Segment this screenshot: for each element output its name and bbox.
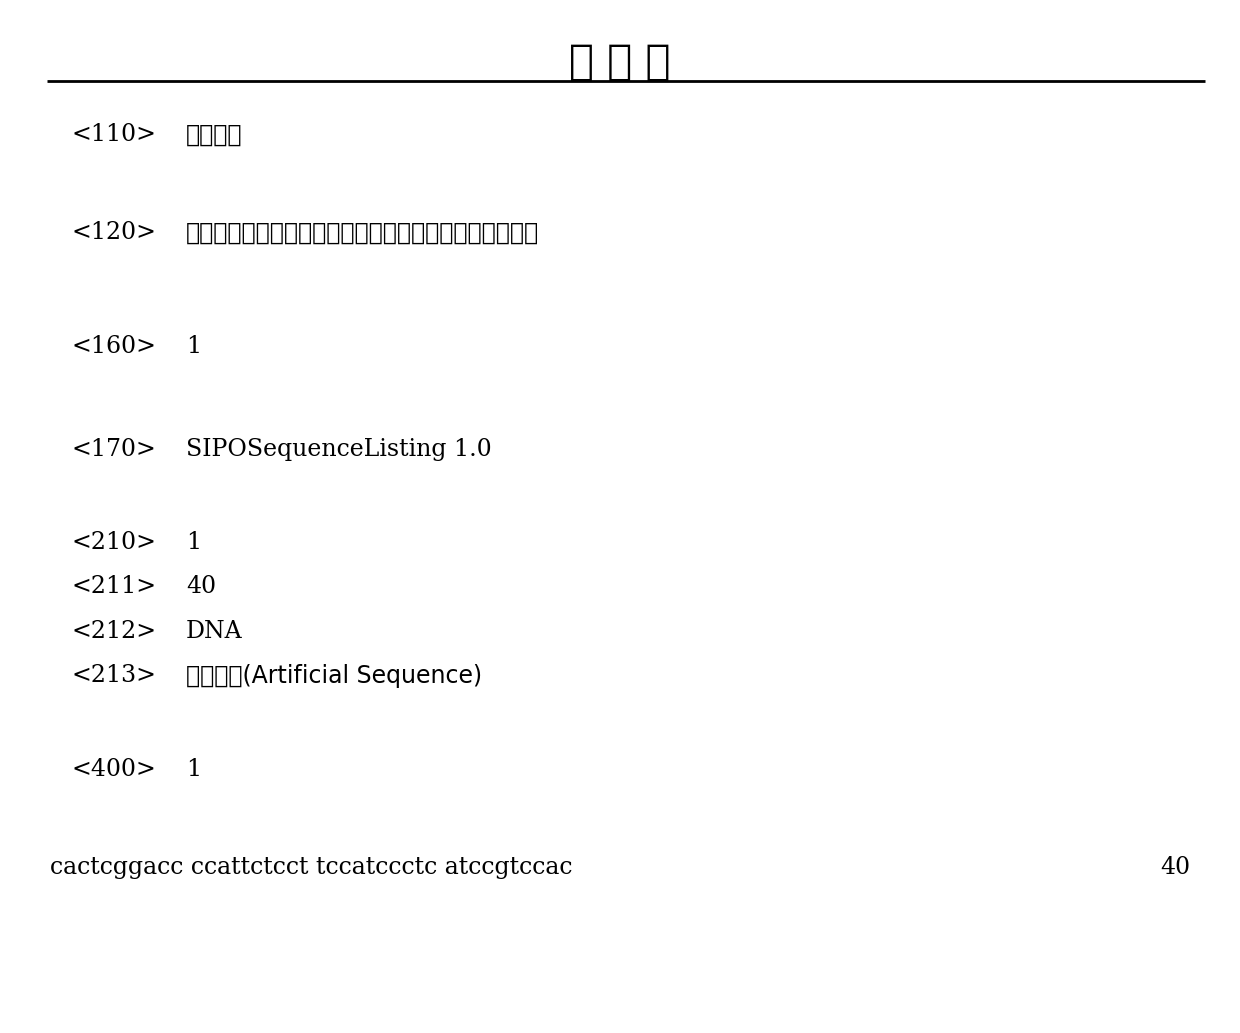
Text: <211>: <211> (72, 575, 157, 598)
Text: <170>: <170> (72, 438, 156, 461)
Text: DNA: DNA (186, 620, 243, 643)
Text: <213>: <213> (72, 664, 157, 687)
Text: 40: 40 (186, 575, 216, 598)
Text: 检测多氯联苯表面增强拉曼散射核酸适配体传感器及应用: 检测多氯联苯表面增强拉曼散射核酸适配体传感器及应用 (186, 220, 539, 245)
Text: 1: 1 (186, 335, 201, 357)
Text: <400>: <400> (72, 758, 156, 781)
Text: 同济大学: 同济大学 (186, 122, 243, 147)
Text: 1: 1 (186, 531, 201, 554)
Text: SIPOSequenceListing 1.0: SIPOSequenceListing 1.0 (186, 438, 492, 461)
Text: <212>: <212> (72, 620, 157, 643)
Text: 人工序列(Artificial Sequence): 人工序列(Artificial Sequence) (186, 663, 482, 688)
Text: cactcggacc ccattctcct tccatccctc atccgtccac: cactcggacc ccattctcct tccatccctc atccgtc… (50, 856, 572, 879)
Text: 40: 40 (1161, 856, 1190, 879)
Text: 1: 1 (186, 758, 201, 781)
Text: <160>: <160> (72, 335, 157, 357)
Text: <110>: <110> (72, 123, 157, 146)
Text: <210>: <210> (72, 531, 157, 554)
Text: <120>: <120> (72, 221, 157, 244)
Text: 序 列 表: 序 列 表 (569, 41, 671, 84)
